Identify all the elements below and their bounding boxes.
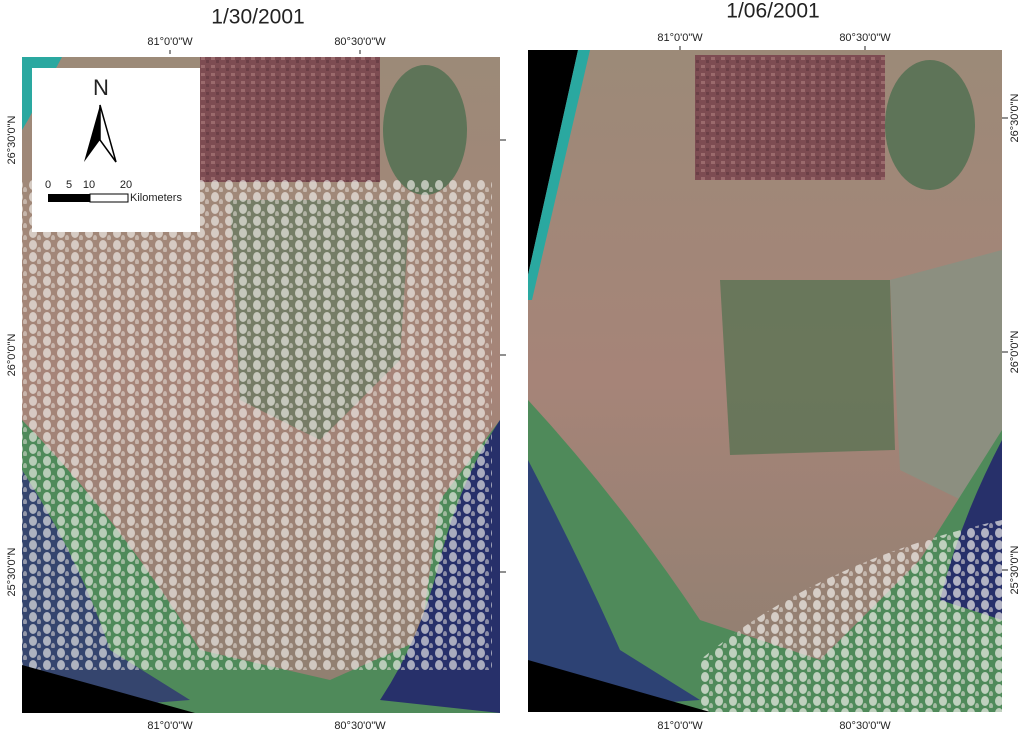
latitude-label: 26°30'0"N	[6, 115, 18, 164]
longitude-label: 80°30'0"W	[334, 720, 386, 732]
scale-label: 10	[83, 179, 95, 191]
longitude-label: 81°0'0"W	[657, 32, 703, 44]
longitude-label: 81°0'0"W	[147, 720, 193, 732]
north-label: N	[93, 75, 109, 100]
labels: 0 5 10 20 1/30/2001 81°0'0"W 80°30'0"W 81°0'0"W…	[6, 0, 1021, 732]
scale-label: 5	[66, 179, 72, 191]
scale-bar	[48, 194, 90, 202]
legend: N Kilometers	[32, 68, 200, 232]
scale-bar	[89, 193, 129, 203]
north-arrow	[84, 105, 100, 162]
longitude-label: 80°30'0"W	[839, 32, 891, 44]
legend-box	[32, 68, 200, 232]
panel-title: 1/06/2001	[726, 0, 819, 23]
panel-title: 1/30/2001	[211, 6, 304, 29]
longitude-label: 80°30'0"W	[839, 720, 891, 732]
scale-label: 0	[45, 179, 51, 191]
scale-label: 20	[120, 179, 132, 191]
satellite-image-left	[22, 57, 500, 713]
latitude-label: 26°0'0"N	[6, 334, 18, 377]
longitude-label: 81°0'0"W	[147, 36, 193, 48]
scale-unit: Kilometers	[130, 192, 182, 204]
latitude-label: 26°30'0"N	[1009, 93, 1021, 142]
longitude-label: 80°30'0"W	[334, 36, 386, 48]
latitude-label: 25°30'0"N	[6, 547, 18, 596]
longitude-label: 81°0'0"W	[657, 720, 703, 732]
latitude-label: 25°30'0"N	[1009, 545, 1021, 594]
latitude-label: 26°0'0"N	[1009, 331, 1021, 374]
satellite-image-right	[528, 50, 1002, 712]
north-arrow	[99, 104, 117, 163]
